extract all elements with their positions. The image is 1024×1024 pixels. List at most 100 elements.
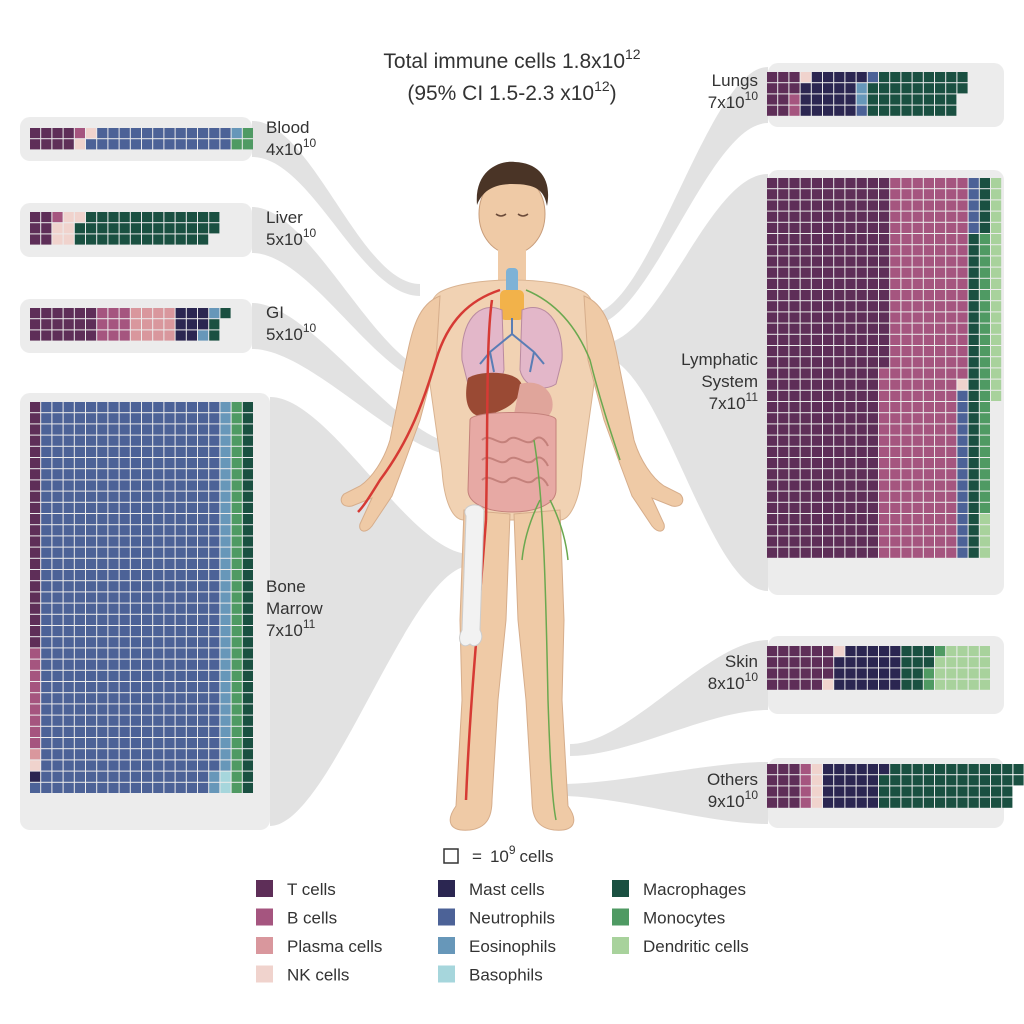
cell-neutrophils <box>209 715 220 726</box>
cell-neutrophils <box>86 570 97 581</box>
cell-b-cells <box>901 458 912 469</box>
cell-monocytes <box>979 267 990 278</box>
cell-neutrophils <box>97 682 108 693</box>
cell-b-cells <box>957 222 968 233</box>
cell-t-cells <box>867 547 878 558</box>
cell-neutrophils <box>86 491 97 502</box>
cell-macrophages <box>242 570 253 581</box>
cell-macrophages <box>879 797 890 808</box>
cell-neutrophils <box>198 514 209 525</box>
cell-t-cells <box>811 413 822 424</box>
cell-neutrophils <box>108 502 119 513</box>
cell-neutrophils <box>175 760 186 771</box>
cell-monocytes <box>923 668 934 679</box>
organ-count: 8x1010 <box>708 670 759 693</box>
cell-neutrophils <box>130 592 141 603</box>
cell-neutrophils <box>186 603 197 614</box>
cell-macrophages <box>901 646 912 657</box>
cell-macrophages <box>242 558 253 569</box>
cell-neutrophils <box>130 637 141 648</box>
cell-b-cells <box>912 200 923 211</box>
cell-t-cells <box>52 319 63 330</box>
cell-macrophages <box>946 764 957 775</box>
cell-neutrophils <box>153 670 164 681</box>
cell-neutrophils <box>175 782 186 793</box>
cell-neutrophils <box>74 749 85 760</box>
cell-t-cells <box>811 245 822 256</box>
cell-neutrophils <box>63 547 74 558</box>
cell-neutrophils <box>198 592 209 603</box>
cell-t-cells <box>811 334 822 345</box>
panel-background <box>20 117 252 161</box>
cell-neutrophils <box>30 782 41 793</box>
cell-b-cells <box>30 704 41 715</box>
cell-monocytes <box>231 760 242 771</box>
cell-neutrophils <box>130 139 141 150</box>
cell-neutrophils <box>153 693 164 704</box>
hair <box>476 161 549 206</box>
cell-monocytes <box>231 424 242 435</box>
cell-neutrophils <box>52 536 63 547</box>
cell-neutrophils <box>186 693 197 704</box>
cell-t-cells <box>811 278 822 289</box>
cell-dendritic-cells <box>991 346 1002 357</box>
cell-neutrophils <box>108 637 119 648</box>
cell-neutrophils <box>108 682 119 693</box>
cell-neutrophils <box>164 760 175 771</box>
cell-monocytes <box>231 704 242 715</box>
cell-t-cells <box>767 764 778 775</box>
cell-neutrophils <box>97 782 108 793</box>
cell-eosinophils <box>209 782 220 793</box>
cell-t-cells <box>856 200 867 211</box>
cell-eosinophils <box>231 128 242 139</box>
cell-t-cells <box>823 368 834 379</box>
cell-neutrophils <box>142 682 153 693</box>
cell-b-cells <box>957 178 968 189</box>
cell-t-cells <box>789 189 800 200</box>
cell-t-cells <box>823 390 834 401</box>
cell-b-cells <box>97 330 108 341</box>
cell-t-cells <box>778 679 789 690</box>
connector-ribbons <box>252 67 768 826</box>
cell-neutrophils <box>41 749 52 760</box>
cell-macrophages <box>186 223 197 234</box>
legend-swatch <box>438 965 455 983</box>
cell-monocytes <box>231 626 242 637</box>
organ-name: Lungs <box>712 71 758 90</box>
cell-macrophages <box>901 94 912 105</box>
cell-macrophages <box>968 458 979 469</box>
cell-neutrophils <box>74 581 85 592</box>
legend-swatch <box>256 937 273 954</box>
cell-mast-cells <box>879 668 890 679</box>
cell-b-cells <box>789 105 800 116</box>
cell-neutrophils <box>186 424 197 435</box>
cell-macrophages <box>968 290 979 301</box>
cell-monocytes <box>979 502 990 513</box>
cell-mast-cells <box>198 319 209 330</box>
cell-neutrophils <box>130 570 141 581</box>
cell-neutrophils <box>97 659 108 670</box>
cell-b-cells <box>901 245 912 256</box>
cell-neutrophils <box>198 536 209 547</box>
cell-neutrophils <box>198 782 209 793</box>
cell-b-cells <box>935 301 946 312</box>
cell-neutrophils <box>52 491 63 502</box>
cell-neutrophils <box>86 614 97 625</box>
cell-monocytes <box>231 514 242 525</box>
cell-neutrophils <box>220 139 231 150</box>
cell-b-cells <box>912 446 923 457</box>
cell-nk-cells <box>52 223 63 234</box>
cell-t-cells <box>845 547 856 558</box>
cell-t-cells <box>52 139 63 150</box>
cell-neutrophils <box>108 458 119 469</box>
cell-neutrophils <box>97 704 108 715</box>
cell-t-cells <box>834 290 845 301</box>
cell-macrophages <box>879 786 890 797</box>
cell-t-cells <box>856 379 867 390</box>
cell-neutrophils <box>142 715 153 726</box>
cell-b-cells <box>879 480 890 491</box>
cell-t-cells <box>845 491 856 502</box>
cell-neutrophils <box>209 659 220 670</box>
cell-neutrophils <box>74 614 85 625</box>
